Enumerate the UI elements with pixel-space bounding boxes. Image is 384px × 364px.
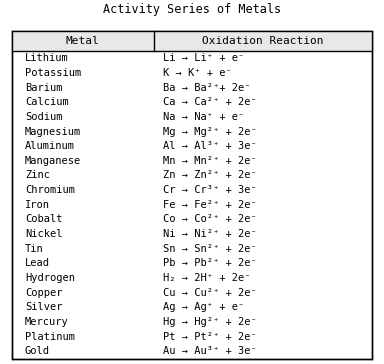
Text: Cr → Cr³⁺ + 3e⁻: Cr → Cr³⁺ + 3e⁻	[163, 185, 257, 195]
Text: Cu → Cu²⁺ + 2e⁻: Cu → Cu²⁺ + 2e⁻	[163, 288, 257, 298]
Text: Li → Li⁺ + e⁻: Li → Li⁺ + e⁻	[163, 53, 245, 63]
Text: Mg → Mg²⁺ + 2e⁻: Mg → Mg²⁺ + 2e⁻	[163, 127, 257, 136]
Text: Hg → Hg²⁺ + 2e⁻: Hg → Hg²⁺ + 2e⁻	[163, 317, 257, 327]
Text: Sn → Sn²⁺ + 2e⁻: Sn → Sn²⁺ + 2e⁻	[163, 244, 257, 254]
Text: Lead: Lead	[25, 258, 50, 268]
Text: Ca → Ca²⁺ + 2e⁻: Ca → Ca²⁺ + 2e⁻	[163, 97, 257, 107]
Text: Copper: Copper	[25, 288, 63, 298]
Text: Al → Al³⁺ + 3e⁻: Al → Al³⁺ + 3e⁻	[163, 141, 257, 151]
Text: Nickel: Nickel	[25, 229, 63, 239]
Text: Co → Co²⁺ + 2e⁻: Co → Co²⁺ + 2e⁻	[163, 214, 257, 224]
Text: Ni → Ni²⁺ + 2e⁻: Ni → Ni²⁺ + 2e⁻	[163, 229, 257, 239]
Text: Tin: Tin	[25, 244, 44, 254]
Text: Gold: Gold	[25, 346, 50, 356]
Text: Manganese: Manganese	[25, 156, 81, 166]
Text: Silver: Silver	[25, 302, 63, 312]
Text: Zn → Zn²⁺ + 2e⁻: Zn → Zn²⁺ + 2e⁻	[163, 170, 257, 181]
Text: Cobalt: Cobalt	[25, 214, 63, 224]
Text: H₂ → 2H⁺ + 2e⁻: H₂ → 2H⁺ + 2e⁻	[163, 273, 251, 283]
Text: K → K⁺ + e⁻: K → K⁺ + e⁻	[163, 68, 232, 78]
Text: Lithium: Lithium	[25, 53, 69, 63]
Text: Calcium: Calcium	[25, 97, 69, 107]
Text: Barium: Barium	[25, 83, 63, 92]
Text: Mn → Mn²⁺ + 2e⁻: Mn → Mn²⁺ + 2e⁻	[163, 156, 257, 166]
Text: Hydrogen: Hydrogen	[25, 273, 75, 283]
Text: Sodium: Sodium	[25, 112, 63, 122]
Text: Pb → Pb²⁺ + 2e⁻: Pb → Pb²⁺ + 2e⁻	[163, 258, 257, 268]
Text: Pt → Pt²⁺ + 2e⁻: Pt → Pt²⁺ + 2e⁻	[163, 332, 257, 341]
Text: Aluminum: Aluminum	[25, 141, 75, 151]
Text: Fe → Fe²⁺ + 2e⁻: Fe → Fe²⁺ + 2e⁻	[163, 200, 257, 210]
Text: Oxidation Reaction: Oxidation Reaction	[202, 36, 324, 46]
Text: Activity Series of Metals: Activity Series of Metals	[103, 3, 281, 16]
Text: Au → Au³⁺ + 3e⁻: Au → Au³⁺ + 3e⁻	[163, 346, 257, 356]
Text: Chromium: Chromium	[25, 185, 75, 195]
Bar	[12, 31, 372, 51]
Text: Iron: Iron	[25, 200, 50, 210]
Text: Platinum: Platinum	[25, 332, 75, 341]
Text: Na → Na⁺ + e⁻: Na → Na⁺ + e⁻	[163, 112, 245, 122]
Text: Ag → Ag⁺ + e⁻: Ag → Ag⁺ + e⁻	[163, 302, 245, 312]
Text: Zinc: Zinc	[25, 170, 50, 181]
Text: Mercury: Mercury	[25, 317, 69, 327]
Text: Magnesium: Magnesium	[25, 127, 81, 136]
Text: Potassium: Potassium	[25, 68, 81, 78]
Text: Metal: Metal	[66, 36, 99, 46]
Text: Ba → Ba²⁺+ 2e⁻: Ba → Ba²⁺+ 2e⁻	[163, 83, 251, 92]
